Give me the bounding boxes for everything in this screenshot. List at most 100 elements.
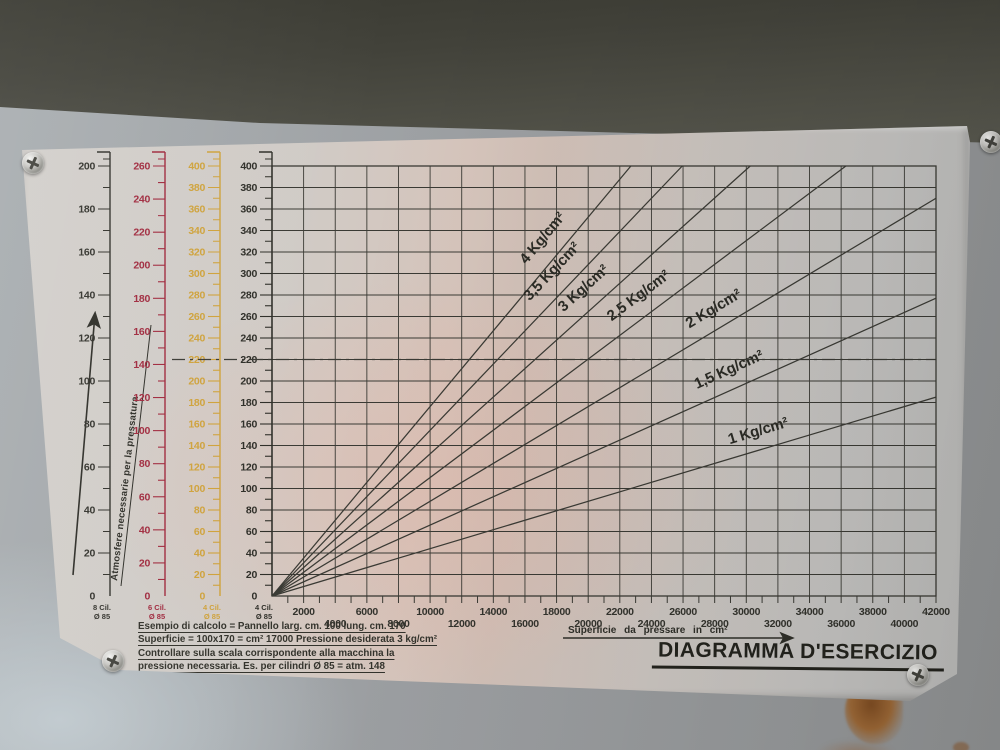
x-tick-label: 36000 <box>827 618 855 630</box>
scale-tick-label: 100 <box>188 483 205 495</box>
x-tick-label: 22000 <box>606 606 634 618</box>
scale-tick-label: 200 <box>133 260 150 272</box>
scale-tick-label: 20 <box>194 569 206 581</box>
x-tick-label: 30000 <box>732 606 760 618</box>
scale-tick-label: 360 <box>240 204 257 216</box>
scale-footer-label: 6 Cil. <box>148 603 166 612</box>
x-tick-label: 34000 <box>796 606 824 618</box>
scale-tick-label: 80 <box>139 458 151 470</box>
rust-stain <box>953 742 969 750</box>
scale-tick-label: 40 <box>139 524 151 536</box>
pressure-line <box>271 297 937 597</box>
x-tick-label: 32000 <box>764 618 792 630</box>
scale-tick-label: 280 <box>240 290 257 302</box>
scale-tick-label: 220 <box>133 227 150 239</box>
x-tick-label: 38000 <box>859 606 887 618</box>
x-tick-label: 8000 <box>387 618 410 630</box>
scale-tick-label: 320 <box>188 247 205 259</box>
scale-tick-label: 40 <box>246 548 258 560</box>
scale-tick-label: 140 <box>188 440 205 452</box>
diagram-plate: Atmosfere necessarie per la pressatura S… <box>22 126 970 701</box>
scale-tick-label: 40 <box>194 548 206 560</box>
scale-tick-label: 240 <box>188 333 205 345</box>
scale-tick-label: 200 <box>240 376 257 388</box>
scale-tick-label: 220 <box>240 354 257 366</box>
x-tick-label: 20000 <box>574 618 602 630</box>
x-tick-label: 12000 <box>448 618 476 630</box>
example-calculation-text: Esempio di calcolo = Pannello larg. cm. … <box>138 620 437 674</box>
scale-footer-label: 4 Cil. <box>255 603 273 612</box>
scale-tick-label: 340 <box>188 225 205 237</box>
scale-tick-label: 140 <box>133 359 150 371</box>
plate-title: DIAGRAMMA D'ESERCIZIO <box>651 638 944 672</box>
scale-tick-label: 60 <box>139 491 151 503</box>
scale-tick-label: 320 <box>240 247 257 259</box>
scale-tick-label: 0 <box>89 591 95 603</box>
pressure-line <box>271 165 751 597</box>
scale-tick-label: 80 <box>246 505 258 517</box>
scale-tick-label: 160 <box>240 419 257 431</box>
scale-tick-label: 340 <box>240 225 257 237</box>
scale-tick-label: 100 <box>240 483 257 495</box>
scale-tick-label: 80 <box>84 419 96 431</box>
scale-tick-label: 20 <box>139 557 151 569</box>
scale-footer-label: Ø 85 <box>149 612 165 621</box>
x-tick-label: 42000 <box>922 606 950 618</box>
scale-tick-label: 160 <box>78 247 95 259</box>
scale-tick-label: 140 <box>240 440 257 452</box>
pressure-line <box>271 165 847 597</box>
example-line-1: Esempio di calcolo = Pannello larg. cm. … <box>138 621 406 632</box>
scale-tick-label: 180 <box>78 204 95 216</box>
x-tick-label: 18000 <box>543 606 571 618</box>
rust-stain <box>818 740 894 750</box>
example-line-4: pressione necessaria. Es. per cilindri Ø… <box>138 661 385 673</box>
scale-tick-label: 120 <box>240 462 257 474</box>
scale-tick-label: 80 <box>194 505 206 517</box>
scale-footer-label: 8 Cil. <box>93 603 111 612</box>
scale-tick-label: 0 <box>251 591 257 603</box>
screw-bottom-right <box>907 664 929 686</box>
scale-tick-label: 120 <box>188 462 205 474</box>
y-axis-arrow <box>72 310 101 576</box>
x-tick-label: 10000 <box>416 606 444 618</box>
scale-tick-label: 200 <box>188 376 205 388</box>
pressure-line-label: 1,5 Kg/cm² <box>692 347 767 393</box>
scale-tick-label: 60 <box>246 526 258 538</box>
scale-tick-label: 400 <box>188 161 205 173</box>
nomogram-chart: Atmosfere necessarie per la pressatura S… <box>72 151 951 645</box>
scale-tick-label: 360 <box>188 204 205 216</box>
scale-tick-label: 260 <box>188 311 205 323</box>
pressure-line <box>271 197 937 597</box>
scale-tick-label: 260 <box>240 311 257 323</box>
scale-tick-label: 220 <box>188 354 205 366</box>
x-tick-label: 6000 <box>356 606 379 618</box>
x-tick-label: 26000 <box>669 606 697 618</box>
x-axis-label: Superficie da pressare in cm² <box>568 625 728 636</box>
x-tick-label: 2000 <box>293 606 316 618</box>
scale-tick-label: 280 <box>188 290 205 302</box>
scale-tick-label: 180 <box>133 293 150 305</box>
scale-tick-label: 60 <box>84 462 96 474</box>
x-tick-label: 40000 <box>891 618 919 630</box>
machine-edge-dark-band <box>0 0 1000 143</box>
screw-bottom-left <box>102 650 124 672</box>
scale-tick-label: 60 <box>194 526 206 538</box>
pressure-line <box>271 165 683 597</box>
screw-top-left <box>22 152 44 174</box>
x-tick-label: 14000 <box>479 606 507 618</box>
x-tick-label: 24000 <box>638 618 666 630</box>
scale-tick-label: 100 <box>133 425 150 437</box>
x-tick-label: 16000 <box>511 618 539 630</box>
scale-tick-label: 160 <box>188 419 205 431</box>
pressure-line <box>271 165 632 597</box>
scale-tick-label: 0 <box>144 591 150 603</box>
scale-tick-label: 20 <box>84 548 96 560</box>
scale-tick-label: 200 <box>78 161 95 173</box>
example-line-2: Superficie = 100x170 = cm² 17000 Pressio… <box>138 634 437 646</box>
scale-tick-label: 20 <box>246 569 258 581</box>
scale-tick-label: 160 <box>133 326 150 338</box>
screw-top-right <box>980 131 1000 153</box>
scale-footer-label: Ø 85 <box>94 612 110 621</box>
scale-tick-label: 300 <box>188 268 205 280</box>
